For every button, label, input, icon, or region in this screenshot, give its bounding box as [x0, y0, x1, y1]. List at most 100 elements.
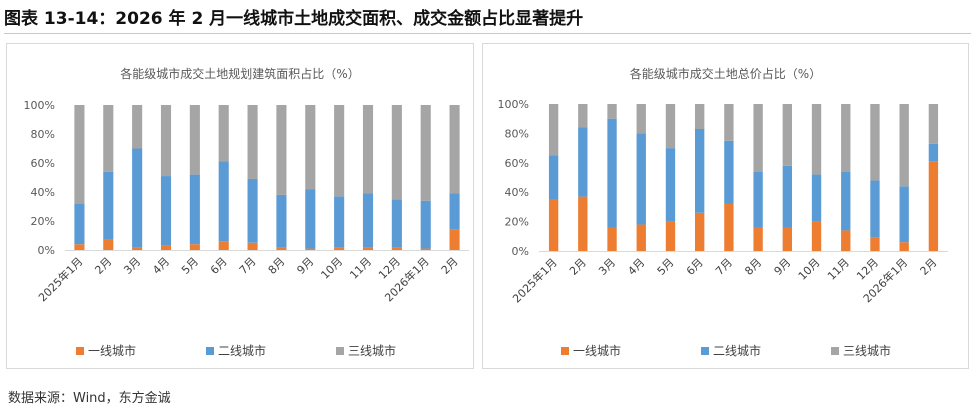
figure-title: 图表 13-14：2026 年 2 月一线城市土地成交面积、成交金额占比显著提升	[4, 9, 584, 29]
x-tick-label: 2月	[918, 256, 940, 278]
bar-segment-1	[305, 248, 316, 250]
chart-price-share: 各能级城市成交土地总价占比（%） 0% 20% 40% 60% 80% 100% 2025年1…	[498, 66, 948, 358]
bar-segment-3	[160, 105, 172, 177]
x-tick-label: 9月	[772, 256, 794, 278]
bar-segment-2	[548, 155, 559, 200]
bar-segment-2	[218, 161, 229, 242]
bar-segment-3	[928, 104, 939, 144]
chart-panel-price-share: 各能级城市成交土地总价占比（%） 0% 20% 40% 60% 80% 100% 2025年1…	[482, 43, 969, 369]
legend-swatch	[76, 347, 84, 355]
bar-segment-3	[607, 104, 617, 119]
bar-segment-2	[665, 148, 676, 222]
bar-segment-3	[870, 104, 880, 181]
x-tick-label: 8月	[742, 256, 764, 278]
bar-segment-2	[247, 178, 258, 243]
x-tick-label: 2月	[567, 256, 589, 278]
legend-label: 一线城市	[88, 343, 136, 358]
legend-swatch	[701, 347, 709, 355]
y-tick-label: 40%	[31, 186, 55, 199]
x-tick-label: 3月	[596, 256, 618, 278]
bar-segment-1	[160, 245, 172, 250]
chart-panel-area-share: 各能级城市成交土地规划建筑面积占比（%） 0% 20% 40% 60% 80% 100% 20…	[6, 43, 474, 369]
bar-segment-1	[636, 224, 646, 251]
bar-segment-2	[724, 140, 734, 204]
bar-segment-1	[578, 196, 588, 251]
bar-segment-3	[334, 105, 345, 197]
bar-segment-3	[189, 105, 200, 175]
legend-label: 三线城市	[348, 343, 396, 358]
bar-segment-1	[899, 242, 909, 251]
bar-segment-3	[899, 104, 909, 187]
bar-segment-3	[132, 105, 143, 149]
y-tick-label: 60%	[505, 157, 529, 170]
bar-segment-2	[132, 148, 143, 248]
bar-segment-1	[391, 247, 402, 250]
bar-segment-3	[782, 104, 792, 166]
bar-segment-2	[420, 200, 431, 249]
bar-segment-1	[218, 241, 229, 250]
bar-segment-1	[276, 247, 287, 250]
bar-segment-3	[74, 105, 85, 204]
y-tick-label: 0%	[512, 245, 529, 258]
bar-segment-1	[420, 248, 431, 250]
bar-segment-3	[724, 104, 734, 141]
bar-segment-1	[753, 227, 763, 251]
bar-segment-2	[103, 171, 114, 240]
x-tick-label: 2025年1月	[510, 255, 560, 305]
x-tick-label: 6月	[684, 256, 706, 278]
chart-title: 各能级城市成交土地总价占比（%）	[630, 66, 821, 81]
bar-segment-3	[811, 104, 822, 175]
y-tick-label: 80%	[505, 127, 529, 140]
bar-segment-3	[391, 105, 402, 200]
bar-segment-1	[548, 199, 559, 251]
bar-segment-2	[276, 194, 287, 248]
x-tick-label: 11月	[825, 256, 852, 283]
bar-segment-2	[841, 171, 851, 231]
y-tick-label: 40%	[505, 186, 529, 199]
bar-segment-2	[334, 196, 345, 248]
bar-segment-2	[607, 118, 617, 228]
y-tick-label: 60%	[31, 157, 55, 170]
bar-segment-2	[160, 176, 172, 246]
bar-segment-1	[665, 221, 676, 251]
legend-swatch	[831, 347, 839, 355]
bar-segment-2	[391, 199, 402, 248]
legend-label: 一线城市	[573, 343, 621, 358]
bar-segment-2	[899, 186, 909, 243]
bar-segment-3	[578, 104, 588, 128]
bar-segment-2	[636, 133, 646, 225]
bar-segment-3	[276, 105, 287, 195]
bar-segment-1	[870, 237, 880, 251]
x-tick-label: 2月	[439, 255, 461, 277]
legend-swatch	[561, 347, 569, 355]
title-divider	[4, 33, 971, 34]
bar-segment-2	[189, 174, 200, 245]
bar-segment-1	[724, 203, 734, 251]
bar-segment-3	[841, 104, 851, 172]
bar-segment-2	[74, 203, 85, 245]
bar-segment-1	[334, 247, 345, 250]
bar-segment-1	[132, 247, 143, 250]
bar-segment-2	[449, 193, 460, 230]
bar-segment-2	[305, 189, 316, 249]
bar-segment-3	[103, 105, 114, 172]
legend-label: 二线城市	[713, 343, 761, 358]
bar-segment-1	[607, 227, 617, 251]
bar-segment-2	[695, 128, 705, 213]
legend-swatch	[206, 347, 214, 355]
x-tick-label: 9月	[294, 255, 316, 277]
legend-label: 三线城市	[843, 343, 891, 358]
bar-segment-1	[782, 227, 792, 251]
x-tick-label: 4月	[150, 255, 172, 277]
bar-segment-1	[449, 229, 460, 250]
y-tick-label: 80%	[31, 128, 55, 141]
bar-segment-2	[362, 193, 374, 248]
bar-segment-1	[362, 247, 374, 250]
bar-segment-3	[636, 104, 646, 134]
bar-segment-2	[753, 171, 763, 228]
x-tick-label: 11月	[347, 255, 374, 282]
legend-label: 二线城市	[218, 343, 266, 358]
bar-segment-3	[247, 105, 258, 179]
bar-segment-2	[578, 127, 588, 197]
bar-segment-1	[841, 230, 851, 251]
